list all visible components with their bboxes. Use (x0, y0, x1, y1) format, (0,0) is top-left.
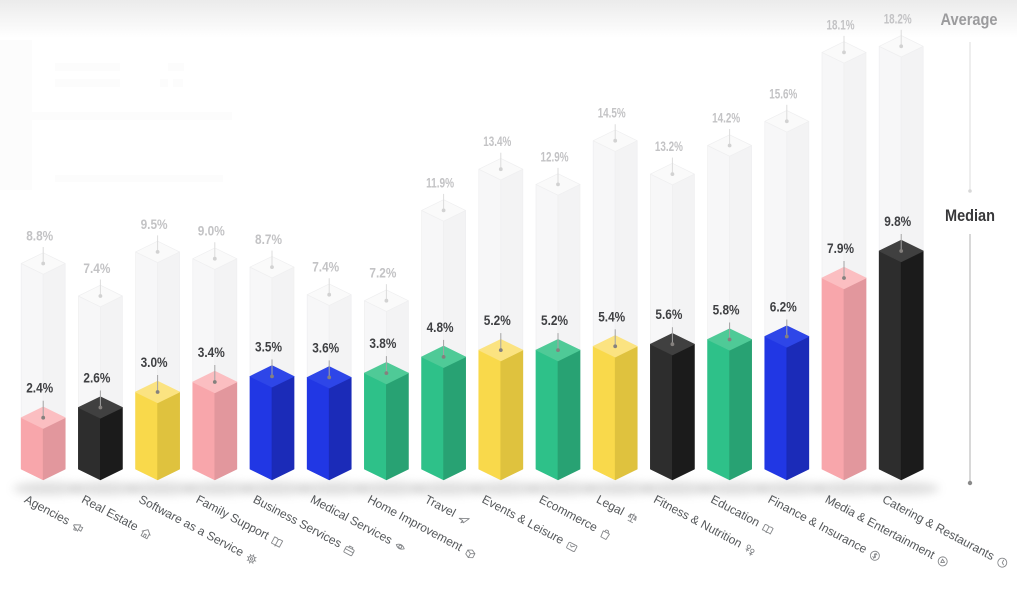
svg-text:14.5%: 14.5% (598, 106, 626, 121)
svg-text:5.2%: 5.2% (484, 313, 511, 328)
svg-text:5.6%: 5.6% (655, 307, 682, 322)
svg-text:9.8%: 9.8% (884, 214, 911, 229)
svg-text:3.0%: 3.0% (141, 355, 168, 370)
svg-text:3.5%: 3.5% (255, 339, 282, 354)
svg-text:2.6%: 2.6% (83, 371, 110, 386)
svg-text:3.6%: 3.6% (312, 340, 339, 355)
svg-text:Median: Median (945, 207, 995, 225)
svg-text:7.2%: 7.2% (369, 266, 396, 281)
svg-text:6.2%: 6.2% (770, 300, 797, 315)
svg-text:5.2%: 5.2% (541, 313, 568, 328)
svg-text:3.8%: 3.8% (369, 336, 396, 351)
svg-text:18.2%: 18.2% (884, 11, 912, 26)
svg-text:13.2%: 13.2% (655, 139, 683, 154)
svg-text:13.4%: 13.4% (483, 134, 511, 149)
svg-text:Average: Average (941, 11, 998, 29)
svg-text:7.9%: 7.9% (827, 241, 854, 256)
svg-text:7.4%: 7.4% (83, 261, 110, 276)
svg-text:4.8%: 4.8% (427, 320, 454, 335)
svg-text:3.4%: 3.4% (198, 345, 225, 360)
svg-text:12.9%: 12.9% (541, 149, 569, 164)
svg-text:8.7%: 8.7% (255, 232, 282, 247)
svg-text:2.4%: 2.4% (26, 381, 53, 396)
svg-text:5.8%: 5.8% (713, 303, 740, 318)
svg-text:7.4%: 7.4% (312, 260, 339, 275)
svg-text:18.1%: 18.1% (827, 17, 855, 32)
svg-text:9.5%: 9.5% (141, 217, 168, 232)
svg-text:9.0%: 9.0% (198, 224, 225, 239)
svg-text:5.4%: 5.4% (598, 309, 625, 324)
svg-text:11.9%: 11.9% (426, 175, 454, 190)
svg-text:14.2%: 14.2% (712, 111, 740, 126)
svg-text:15.6%: 15.6% (769, 86, 797, 101)
svg-text:8.8%: 8.8% (26, 229, 53, 244)
